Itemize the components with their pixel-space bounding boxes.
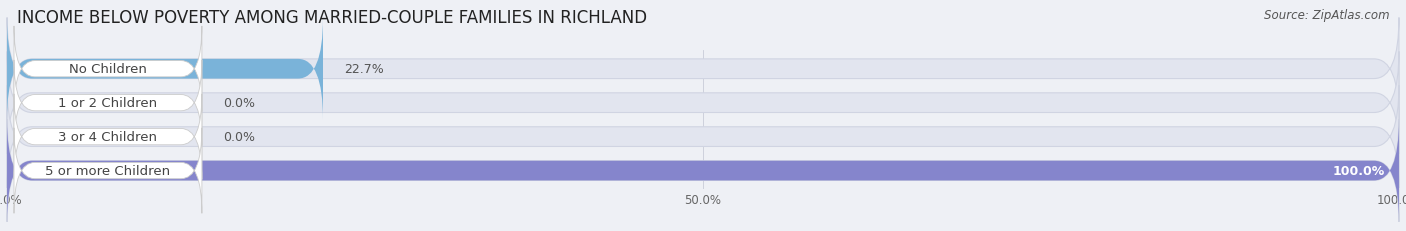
FancyBboxPatch shape	[7, 120, 1399, 222]
Text: 0.0%: 0.0%	[222, 97, 254, 110]
Text: INCOME BELOW POVERTY AMONG MARRIED-COUPLE FAMILIES IN RICHLAND: INCOME BELOW POVERTY AMONG MARRIED-COUPL…	[17, 9, 647, 27]
Text: 100.0%: 100.0%	[1333, 164, 1385, 177]
FancyBboxPatch shape	[7, 52, 1399, 154]
FancyBboxPatch shape	[7, 18, 1399, 120]
Text: No Children: No Children	[69, 63, 146, 76]
Text: 22.7%: 22.7%	[344, 63, 384, 76]
FancyBboxPatch shape	[14, 94, 202, 180]
Text: 5 or more Children: 5 or more Children	[45, 164, 170, 177]
FancyBboxPatch shape	[14, 128, 202, 213]
FancyBboxPatch shape	[14, 61, 202, 146]
FancyBboxPatch shape	[7, 120, 1399, 222]
Text: Source: ZipAtlas.com: Source: ZipAtlas.com	[1264, 9, 1389, 22]
FancyBboxPatch shape	[7, 18, 323, 120]
Text: 0.0%: 0.0%	[222, 131, 254, 143]
Text: 1 or 2 Children: 1 or 2 Children	[59, 97, 157, 110]
Text: 3 or 4 Children: 3 or 4 Children	[59, 131, 157, 143]
FancyBboxPatch shape	[7, 86, 1399, 188]
FancyBboxPatch shape	[14, 27, 202, 112]
